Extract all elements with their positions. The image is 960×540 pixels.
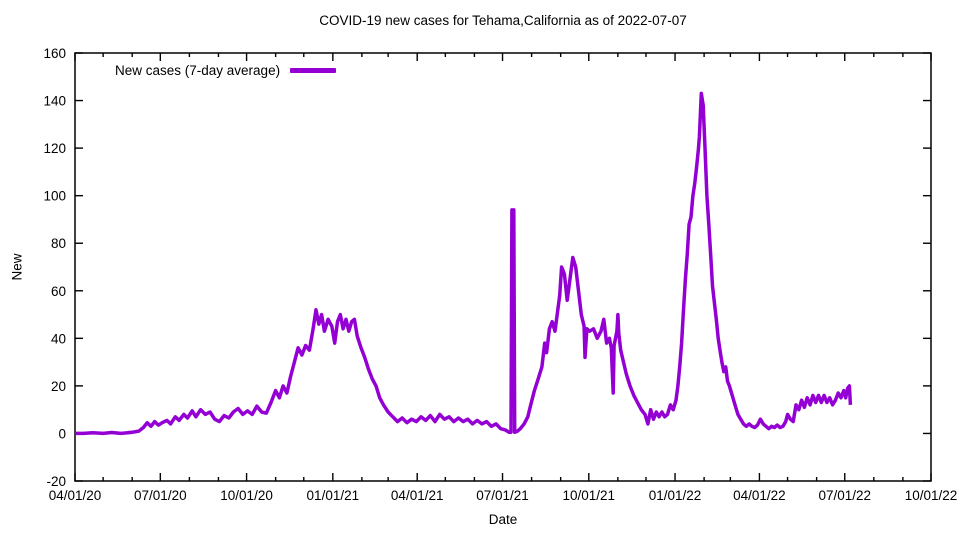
x-tick-label: 04/01/20 <box>49 488 102 503</box>
x-tick-label: 04/01/21 <box>391 488 444 503</box>
x-axis-ticks: 04/01/20 07/01/20 10/01/20 01/01/21 04/01/21… <box>49 53 958 503</box>
y-tick-label: 100 <box>43 189 66 204</box>
legend-line-swatch <box>290 68 337 73</box>
x-tick-label: 01/01/21 <box>307 488 360 503</box>
x-tick-label: 10/01/20 <box>220 488 273 503</box>
x-tick-label: 04/01/22 <box>733 488 786 503</box>
y-tick-label: 80 <box>51 236 66 251</box>
y-tick-label: 20 <box>51 379 66 394</box>
y-tick-label: 140 <box>43 94 66 109</box>
x-tick-label: 10/01/21 <box>563 488 616 503</box>
chart-title: COVID-19 new cases for Tehama,California… <box>319 13 687 28</box>
data-line-new-cases <box>75 91 853 436</box>
x-tick-label: 01/01/22 <box>649 488 702 503</box>
x-axis-label: Date <box>488 512 518 527</box>
x-tick-label: 07/01/20 <box>134 488 187 503</box>
legend-label: New cases (7-day average) <box>115 63 281 78</box>
plot-border <box>74 52 932 482</box>
legend: New cases (7-day average) <box>115 63 337 78</box>
y-axis-label: New <box>9 253 25 281</box>
y-tick-label: -20 <box>46 474 66 489</box>
x-tick-label: 10/01/22 <box>905 488 958 503</box>
y-tick-label: 40 <box>51 331 66 346</box>
y-tick-label: 60 <box>51 284 66 299</box>
x-tick-label: 07/01/21 <box>476 488 529 503</box>
y-tick-label: 160 <box>43 46 66 61</box>
y-tick-label: 120 <box>43 141 66 156</box>
y-axis-ticks: -20 0 20 40 60 80 100 120 140 160 <box>43 46 931 489</box>
x-tick-label: 07/01/22 <box>818 488 871 503</box>
y-tick-label: 0 <box>58 426 66 441</box>
